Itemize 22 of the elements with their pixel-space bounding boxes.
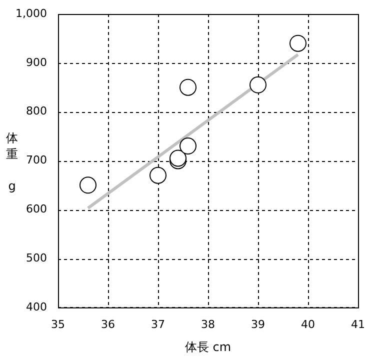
point [290, 34, 306, 52]
y-tick-label: 500 [26, 251, 47, 264]
x-tick-label: 36 [101, 318, 115, 331]
x-tick-label: 38 [201, 318, 215, 331]
x-tick-label: 35 [51, 318, 65, 331]
point [180, 78, 196, 96]
x-tick-label: 37 [151, 318, 165, 331]
x-tick-label: 39 [251, 318, 265, 331]
point [150, 166, 166, 184]
point [80, 176, 96, 194]
text: 体重 g [6, 131, 18, 193]
y-tick-label: 700 [26, 154, 47, 167]
x-tick-label: 40 [301, 318, 315, 331]
x-tick-label: 41 [351, 318, 365, 331]
y-tick-label: 400 [26, 300, 47, 314]
point [180, 138, 196, 155]
point [250, 76, 266, 94]
y-tick-label: 900 [26, 56, 47, 69]
y-tick-label: 1,000 [16, 6, 47, 20]
y-tick-label: 600 [26, 202, 47, 216]
x-axis-title: 体長 cm [184, 340, 232, 354]
y-tick-label: 800 [26, 104, 47, 118]
